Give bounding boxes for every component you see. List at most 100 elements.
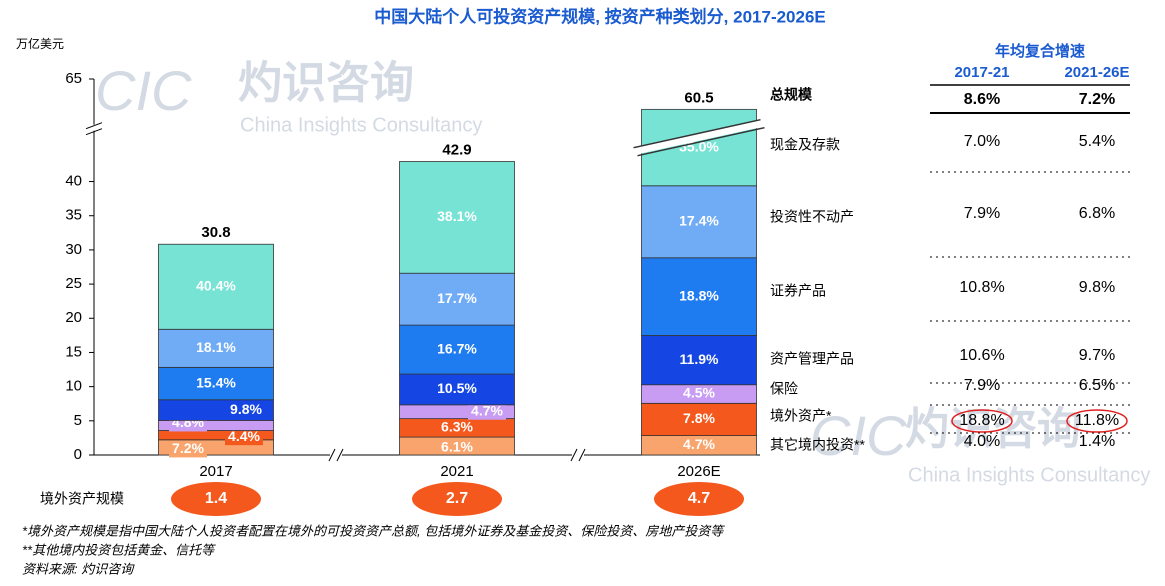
cagr-value: 6.8% <box>1079 205 1115 222</box>
total-cagr: 7.2% <box>1079 91 1115 108</box>
data-label: 9.8% <box>230 401 262 417</box>
axis-break <box>570 448 578 462</box>
bar-segment <box>158 243 274 330</box>
data-label: 18.1% <box>196 339 236 355</box>
watermark: CIC 灼识咨询 China Insights Consultancy CIC … <box>95 59 1150 487</box>
cagr-value: 9.7% <box>1079 347 1115 364</box>
data-label: 6.1% <box>441 439 473 455</box>
footnote: 资料来源: 灼识咨询 <box>22 561 135 576</box>
cagr-value: 6.5% <box>1079 377 1115 394</box>
data-label: 17.4% <box>679 212 719 228</box>
data-label: 4.7% <box>471 402 503 418</box>
x-tick-label: 2021 <box>440 463 473 480</box>
axis-break <box>578 448 586 462</box>
data-label: 11.9% <box>680 351 719 367</box>
overseas-value: 1.4 <box>205 490 227 507</box>
cagr-title: 年均复合增速 <box>995 42 1085 60</box>
cagr-value: 18.8% <box>959 412 1004 429</box>
y-tick-label: 0 <box>74 446 82 463</box>
y-tick-label: 20 <box>65 309 82 326</box>
data-label: 7.2% <box>172 440 204 456</box>
legend-label: 资产管理产品 <box>770 351 854 367</box>
chart-title: 中国大陆个人可投资资产规模, 按资产种类划分, 2017-2026E <box>374 6 826 26</box>
overseas-label: 境外资产规模 <box>40 491 124 507</box>
watermark-name: 灼识咨询 <box>238 59 414 108</box>
y-tick-label: 30 <box>65 241 82 258</box>
y-tick-label: 40 <box>65 173 82 190</box>
cagr-value: 7.9% <box>964 377 1000 394</box>
watermark-en: China Insights Consultancy <box>240 114 482 136</box>
total-label: 30.8 <box>201 224 230 241</box>
cagr-value: 7.9% <box>964 205 1000 222</box>
legend-label: 其它境内投资** <box>770 437 865 453</box>
highlight-circle <box>1066 409 1128 433</box>
overseas-value: 2.7 <box>446 490 468 507</box>
cagr-value: 9.8% <box>1079 279 1115 296</box>
axis-break <box>328 448 336 462</box>
data-label: 16.7% <box>437 340 477 356</box>
cagr-value: 4.0% <box>964 433 1000 450</box>
overseas-value: 4.7 <box>688 490 710 507</box>
bar-segment <box>399 324 515 375</box>
total-label: 总规模 <box>770 87 813 103</box>
y-tick-label: 35 <box>65 207 82 224</box>
y-tick-label: 25 <box>65 275 82 292</box>
overseas-oval <box>171 482 261 516</box>
data-label: 7.8% <box>683 410 715 426</box>
axis-break <box>330 451 342 459</box>
data-label: 4.5% <box>683 385 715 401</box>
x-tick-label: 2026E <box>677 463 720 480</box>
cagr-value: 11.8% <box>1075 412 1119 429</box>
bar-segment <box>399 373 515 406</box>
cagr-value: 5.4% <box>1079 133 1115 150</box>
data-label: 15.4% <box>196 374 236 390</box>
axis-break <box>336 448 344 462</box>
axis-break <box>572 451 584 459</box>
label-box <box>169 441 207 458</box>
data-label: 6.3% <box>441 419 473 435</box>
legend-label: 现金及存款 <box>770 137 840 153</box>
data-label: 10.5% <box>437 380 477 396</box>
axis-break <box>85 122 103 130</box>
total-label: 60.5 <box>684 89 713 106</box>
legend-label: 投资性不动产 <box>770 209 854 225</box>
label-box <box>468 403 506 420</box>
overseas-oval <box>654 482 744 516</box>
footnote: **其他境内投资包括黄金、信托等 <box>22 542 216 557</box>
cagr-column: 2017-21 <box>954 64 1009 81</box>
cagr-value: 1.4% <box>1079 433 1115 450</box>
cagr-value: 10.6% <box>959 347 1004 364</box>
bar-segment <box>399 161 515 274</box>
label-box <box>225 429 263 446</box>
cagr-value: 7.0% <box>964 133 1000 150</box>
watermark-logo: CIC <box>95 59 192 122</box>
watermark-logo: CIC <box>810 404 907 467</box>
bar-segment <box>641 257 757 336</box>
watermark-en: China Insights Consultancy <box>908 464 1150 486</box>
overseas-oval <box>412 482 502 516</box>
axis-break <box>86 124 102 131</box>
total-label: 42.9 <box>442 141 471 158</box>
bar-break <box>633 118 761 149</box>
bar-segment <box>641 185 757 259</box>
footnote: *境外资产规模是指中国大陆个人投资者配置在境外的可投资资产总额, 包括境外证券及… <box>22 523 725 538</box>
y-tick-label: 15 <box>65 343 82 360</box>
y-unit: 万亿美元 <box>16 36 64 51</box>
data-label: 4.7% <box>683 436 715 452</box>
data-label: 18.8% <box>679 287 719 303</box>
x-tick-label: 2017 <box>199 463 232 480</box>
legend-label: 保险 <box>770 381 798 397</box>
y-tick-label: 65 <box>65 70 82 87</box>
bar-segment <box>158 366 274 401</box>
total-cagr: 8.6% <box>964 91 1000 108</box>
y-tick-label: 5 <box>74 412 82 429</box>
data-label: 17.7% <box>437 290 477 306</box>
bar-segment <box>641 402 757 436</box>
cagr-value: 10.8% <box>959 279 1004 296</box>
watermark-name: 灼识咨询 <box>905 405 1081 454</box>
bar-break <box>639 119 759 154</box>
axis-break <box>85 128 103 136</box>
data-label: 38.1% <box>437 208 477 224</box>
bar-segment <box>158 328 274 368</box>
